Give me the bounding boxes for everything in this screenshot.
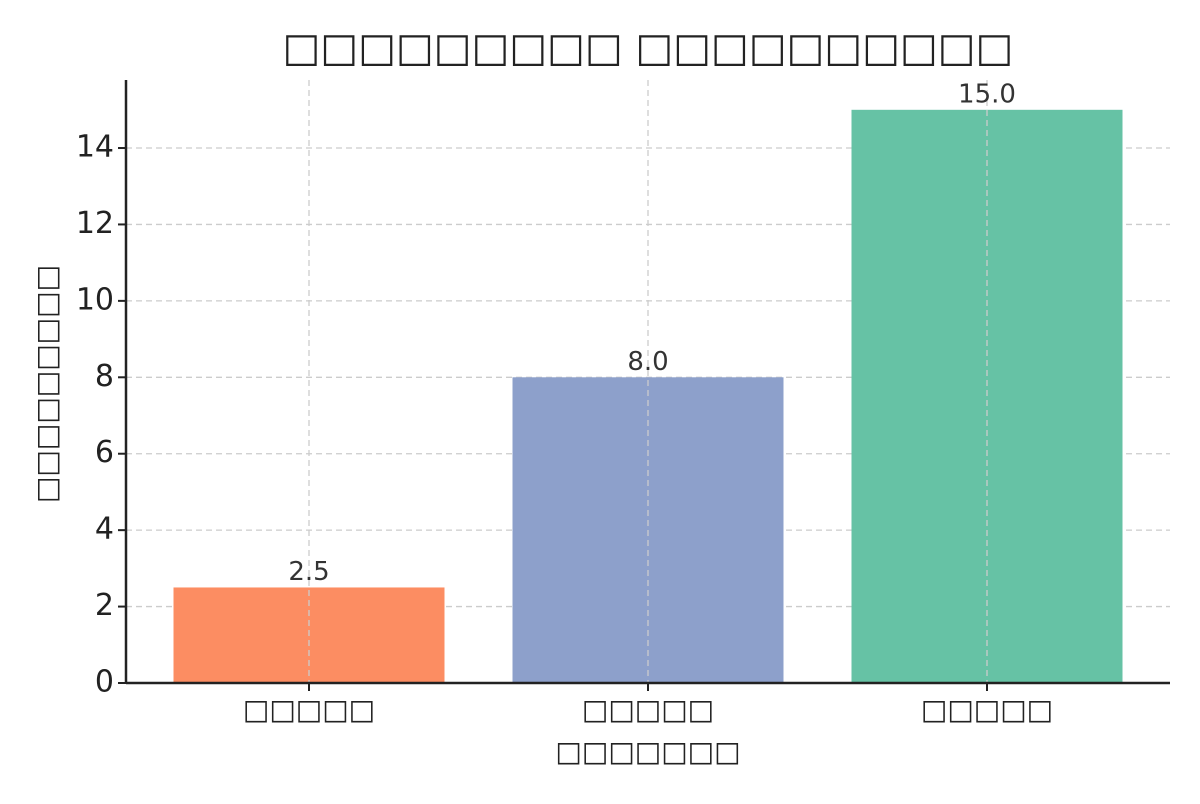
y-tick-label: 0 [95,665,114,700]
y-axis-label: □□□□□□□□□ [30,265,63,503]
value-label: 2.5 [288,557,329,587]
y-tick-label: 2 [95,588,114,623]
y-tick-label: 10 [76,282,114,317]
y-tick-label: 12 [76,206,114,241]
chart-title: □□□□□□□□□ □□□□□□□□□□ [283,25,1014,71]
x-tick-label: □□□□□ [582,693,714,726]
y-tick-label: 8 [95,359,114,394]
y-tick-label: 6 [95,435,114,470]
x-tick-label: □□□□□ [243,693,375,726]
value-label: 8.0 [627,347,668,377]
x-axis-label: □□□□□□□ [555,735,740,768]
y-tick-label: 14 [76,130,114,165]
y-tick-label: 4 [95,512,114,547]
x-tick-label: □□□□□ [921,693,1053,726]
value-label: 15.0 [958,79,1016,109]
